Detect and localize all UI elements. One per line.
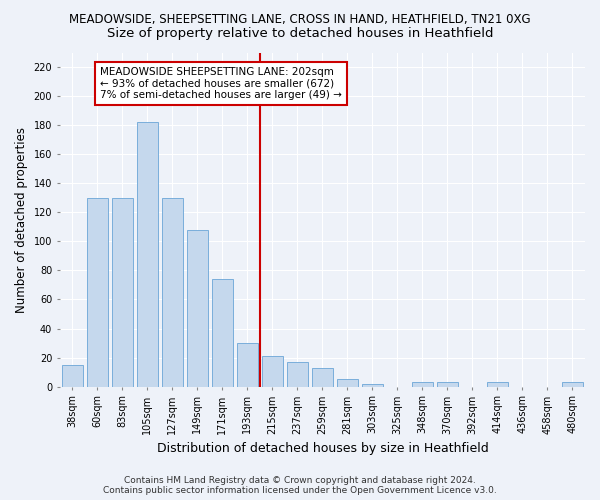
- Bar: [162, 198, 183, 386]
- Bar: [62, 365, 83, 386]
- Text: Contains HM Land Registry data © Crown copyright and database right 2024.
Contai: Contains HM Land Registry data © Crown c…: [103, 476, 497, 495]
- Bar: [287, 362, 308, 386]
- Bar: [237, 343, 258, 386]
- Text: MEADOWSIDE SHEEPSETTING LANE: 202sqm
← 93% of detached houses are smaller (672)
: MEADOWSIDE SHEEPSETTING LANE: 202sqm ← 9…: [100, 67, 342, 100]
- Bar: [412, 382, 433, 386]
- Bar: [362, 384, 383, 386]
- Bar: [562, 382, 583, 386]
- Bar: [187, 230, 208, 386]
- X-axis label: Distribution of detached houses by size in Heathfield: Distribution of detached houses by size …: [157, 442, 488, 455]
- Bar: [212, 279, 233, 386]
- Bar: [112, 198, 133, 386]
- Y-axis label: Number of detached properties: Number of detached properties: [15, 126, 28, 312]
- Bar: [262, 356, 283, 386]
- Text: Size of property relative to detached houses in Heathfield: Size of property relative to detached ho…: [107, 28, 493, 40]
- Bar: [437, 382, 458, 386]
- Bar: [312, 368, 333, 386]
- Bar: [337, 380, 358, 386]
- Text: MEADOWSIDE, SHEEPSETTING LANE, CROSS IN HAND, HEATHFIELD, TN21 0XG: MEADOWSIDE, SHEEPSETTING LANE, CROSS IN …: [69, 12, 531, 26]
- Bar: [137, 122, 158, 386]
- Bar: [87, 198, 108, 386]
- Bar: [487, 382, 508, 386]
